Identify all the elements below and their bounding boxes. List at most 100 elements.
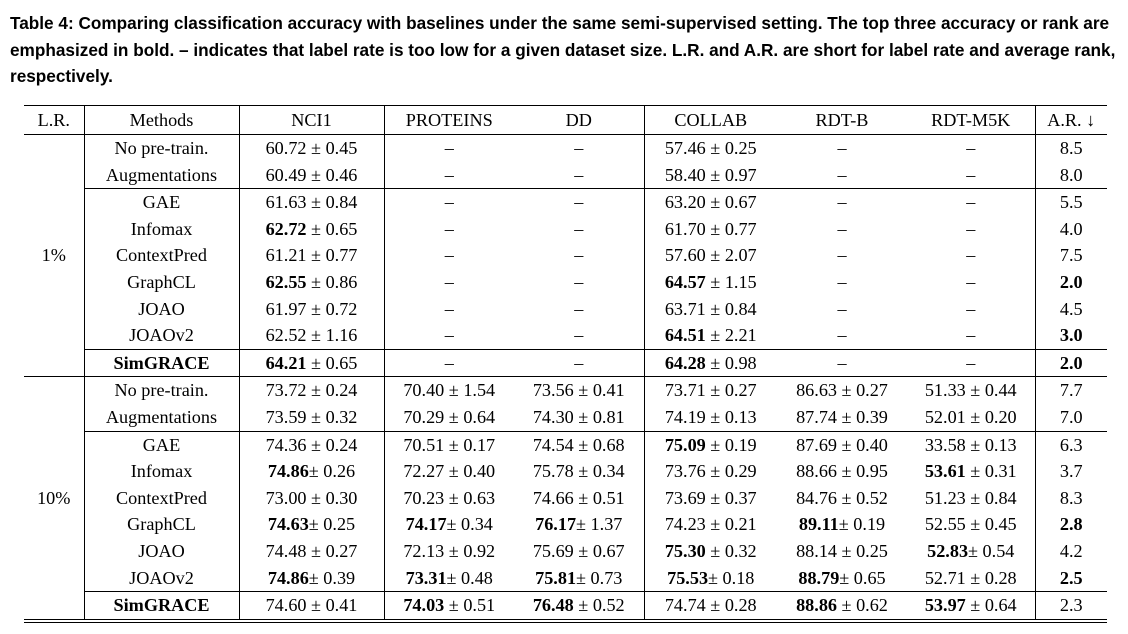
std-value: ± 0.26 [308,461,356,482]
cell-rdt-b: – [777,242,907,269]
average-rank-cell: 2.3 [1035,591,1107,619]
cell-collab: 61.70 ± 0.77 [644,216,777,243]
std-value: ± 0.19 [838,514,886,535]
std-value: ± 1.37 [576,514,623,535]
method-name: GraphCL [127,514,196,535]
cell-rdt-m5k: 51.33 ± 0.44 [907,376,1036,404]
cell-nci1: 74.60 ± 0.41 [239,591,385,619]
method-name: ContextPred [116,245,207,266]
accuracy-value: – [837,192,847,213]
accuracy-value: 73.71 [664,380,706,401]
table-row: Augmentations 60.49 ± 0.46 – – 58.40 ± 0.97 –… [24,161,1107,189]
accuracy-value: 52.71 [924,567,966,588]
std-value: ± 0.27 [311,540,358,561]
method-cell: JOAOv2 [84,322,240,350]
std-value: ± 0.84 [710,298,757,319]
accuracy-value: 74.03 [403,595,445,616]
cell-rdt-m5k: – [907,348,1036,377]
cell-proteins: 73.31± 0.48 [384,565,514,592]
std-value: ± 0.63 [448,487,496,508]
accuracy-value: 73.00 [265,487,307,508]
std-value: ± 0.46 [311,164,358,185]
cell-dd: 75.81± 0.73 [514,564,645,592]
average-rank-cell: 7.0 [1035,404,1107,431]
table-row: JOAOv2 62.52 ± 1.16 – – 64.51 ± 2.21 – – 3.0 [24,322,1107,350]
accuracy-value: 64.21 [265,352,307,373]
std-value: ± 0.28 [710,595,757,616]
cell-dd: – [514,242,645,269]
cell-rdt-b: – [777,348,907,377]
accuracy-value: – [444,218,454,239]
accuracy-value: – [444,352,454,373]
header-rdt-m5k: RDT-M5K [907,105,1036,135]
accuracy-value: 88.79 [798,567,840,588]
std-value: ± 0.19 [710,434,757,455]
std-value: ± 0.41 [578,380,625,401]
cell-rdt-m5k: – [907,188,1036,216]
method-name: SimGRACE [113,352,210,373]
average-rank-cell: 3.0 [1035,322,1107,349]
table-row: Infomax 74.86± 0.26 72.27 ± 0.40 75.78 ± 0.… [24,458,1107,485]
cell-rdt-b: – [777,296,907,323]
cell-rdt-m5k: – [907,322,1036,350]
method-cell: No pre-train. [84,134,240,162]
cell-nci1: 74.86± 0.26 [239,458,385,485]
cell-dd: 74.30 ± 0.81 [514,403,645,432]
method-name: GAE [142,434,181,455]
accuracy-value: 72.27 [403,461,445,482]
std-value: ± 0.40 [841,434,888,455]
cell-rdt-b: – [777,216,907,243]
std-value: ± 0.37 [710,487,757,508]
std-value: ± 0.25 [710,138,757,158]
cell-collab: 58.40 ± 0.97 [644,162,777,189]
average-rank-cell: 4.0 [1035,216,1107,243]
cell-rdt-b: 88.14 ± 0.25 [777,538,907,565]
accuracy-value: 74.36 [265,434,307,455]
accuracy-value: 73.69 [664,487,706,508]
accuracy-value: – [966,298,976,319]
cell-nci1: 62.72 ± 0.65 [239,215,385,243]
average-rank-cell: 2.0 [1035,269,1107,296]
cell-rdt-m5k: – [907,161,1036,189]
cell-dd: 76.17± 1.37 [514,511,645,538]
cell-collab: 74.74 ± 0.28 [644,591,777,619]
std-value: ± 0.45 [970,514,1017,535]
accuracy-value: 53.61 [924,461,966,482]
accuracy-value: 74.30 [532,406,574,427]
std-value: ± 0.13 [710,406,757,427]
std-value: ± 0.64 [448,406,496,427]
accuracy-value: 64.51 [664,325,706,346]
method-name: ContextPred [116,487,207,508]
accuracy-value: 52.01 [924,406,966,427]
accuracy-value: 75.53 [667,567,709,588]
std-value: ± 1.15 [710,271,757,292]
accuracy-value: – [966,325,976,346]
average-rank-cell: 8.3 [1035,485,1107,512]
std-value: ± 0.34 [578,461,625,482]
accuracy-value: – [837,352,847,373]
accuracy-value: – [574,138,584,158]
cell-rdt-m5k: – [907,215,1036,243]
std-value: ± 1.54 [448,380,496,401]
table-row: GraphCL 74.63± 0.25 74.17± 0.34 76.17± 1.37… [24,511,1107,538]
std-value: ± 0.64 [970,595,1017,616]
accuracy-value: 62.72 [265,218,307,239]
cell-proteins: – [384,162,514,189]
accuracy-value: 73.56 [532,380,574,401]
accuracy-value: – [574,271,584,292]
average-rank-value: 7.0 [1059,406,1083,427]
cell-dd: 74.66 ± 0.51 [514,484,645,512]
cell-collab: 73.71 ± 0.27 [644,376,777,404]
accuracy-value: 75.09 [664,434,706,455]
cell-nci1: 74.86± 0.39 [239,564,385,592]
accuracy-value: 74.63 [267,514,309,535]
cell-nci1: 60.49 ± 0.46 [239,161,385,189]
std-value: ± 2.07 [710,245,757,266]
accuracy-value: 74.17 [405,514,447,535]
method-cell: ContextPred [84,484,240,512]
accuracy-value: – [444,271,454,292]
cell-collab: 57.46 ± 0.25 [644,135,777,162]
std-value: ± 2.21 [710,325,757,346]
method-cell: JOAO [84,537,240,565]
average-rank-value: 2.3 [1059,595,1083,616]
